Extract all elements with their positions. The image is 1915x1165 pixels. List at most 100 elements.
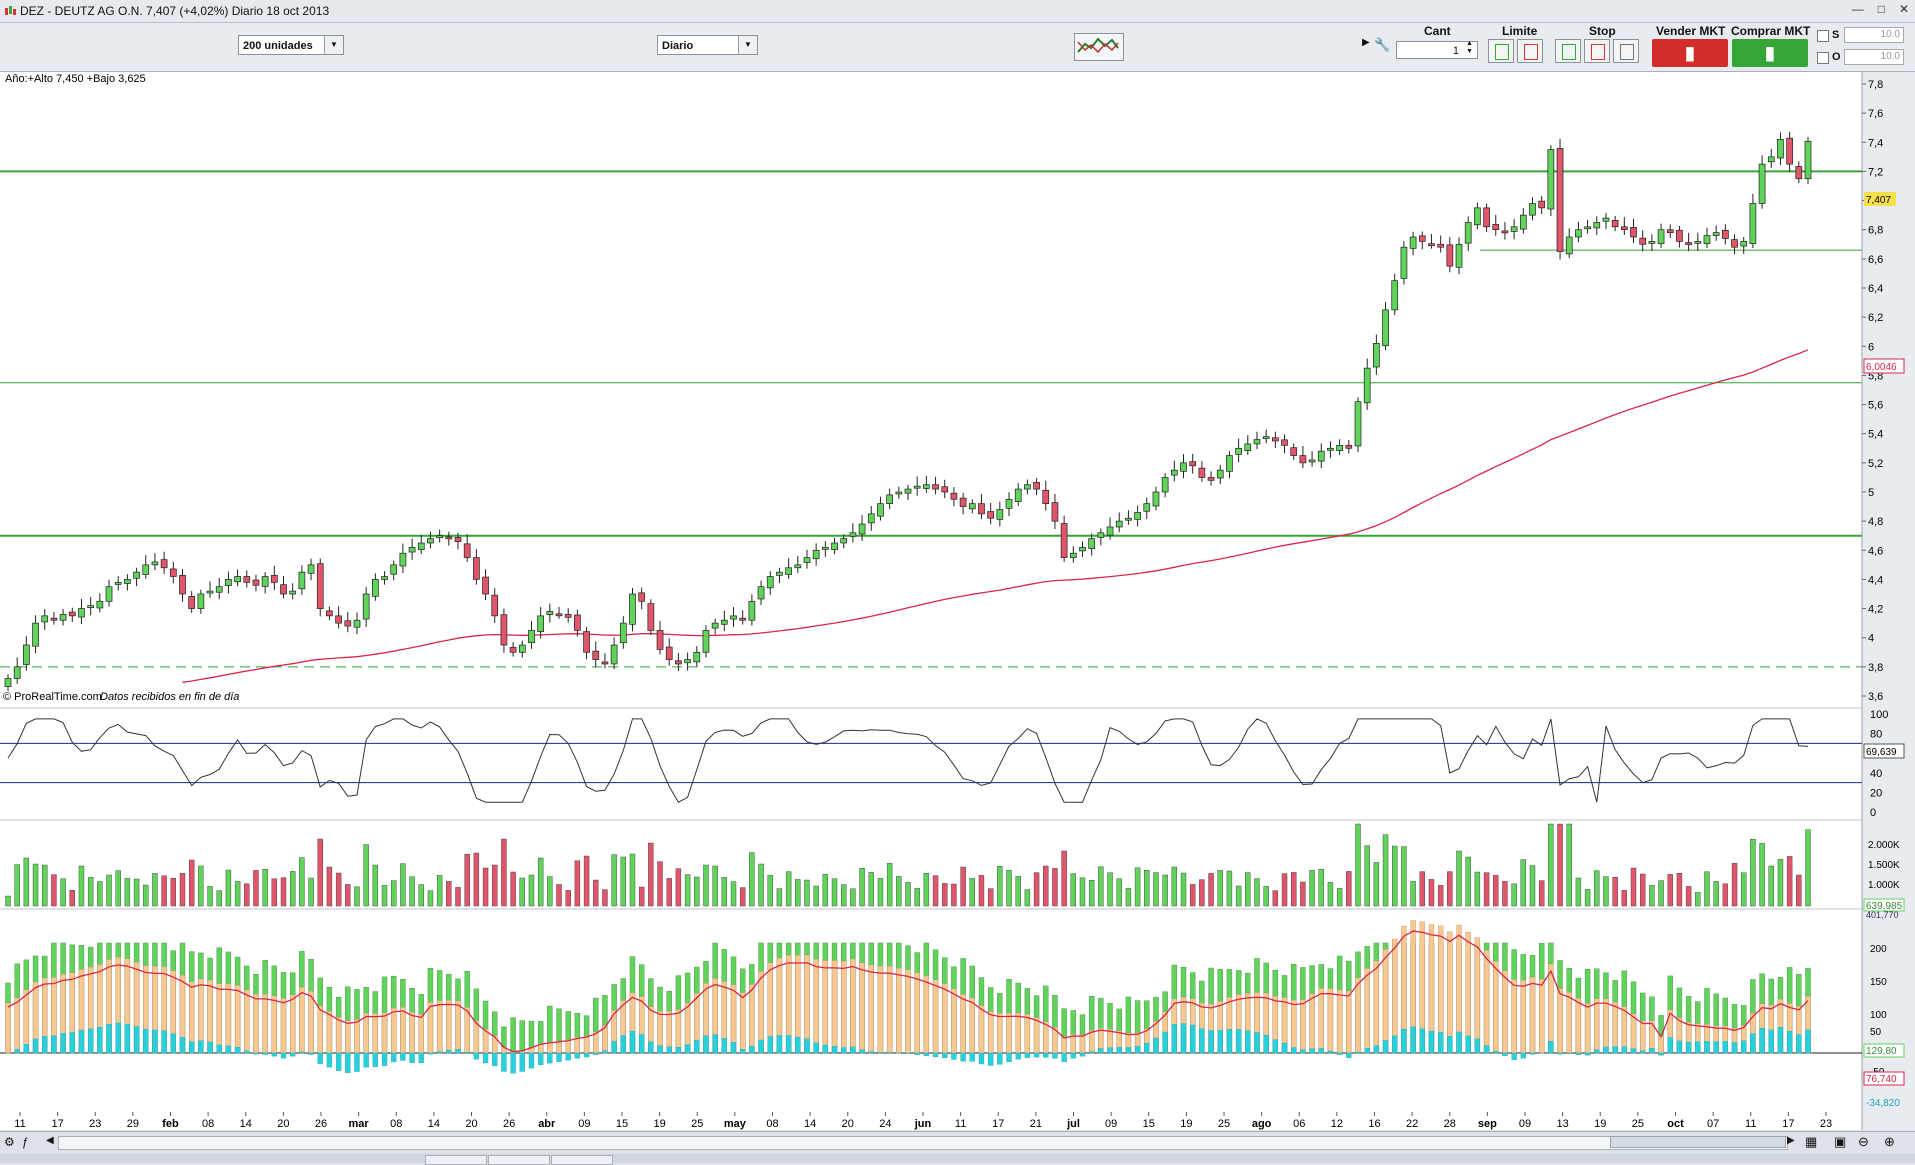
wrench-icon[interactable]: 🔧 [1374,37,1390,53]
rsi-tick-label: 100 [1870,709,1888,721]
osc-cyan-bar [1622,1047,1627,1053]
volume-bar [1723,884,1728,906]
zoom-fit-icon[interactable]: ▣ [1834,1134,1846,1150]
volume-bar [887,863,892,906]
osc-cyan-bar [1098,1048,1103,1053]
scroll-right-icon[interactable]: ▶ [1787,1135,1795,1146]
price-tick-label: 6,8 [1868,225,1883,237]
osc-cyan-bar [1365,1048,1370,1053]
horizontal-scrollbar[interactable] [58,1136,1788,1150]
osc-cyan-bar [547,1053,552,1063]
strategy-button[interactable] [1074,33,1124,61]
volume-bar [1530,866,1535,906]
taskbar-tab[interactable] [425,1155,487,1165]
volume-bar [373,865,378,906]
candle-body [106,587,112,602]
osc-cyan-bar [1466,1036,1471,1053]
period-select[interactable]: Diario ▼ [657,35,758,55]
candle-body [326,611,332,616]
candle-body [1750,203,1756,243]
restore-icon[interactable]: □ [1878,2,1885,16]
zoom-in-icon[interactable]: ⊕ [1884,1134,1895,1150]
date-tick-label: may [724,1118,747,1130]
volume-bar [1475,872,1480,906]
buy-market-button[interactable]: ▮ [1732,39,1808,67]
osc-bar-inner [1502,971,1507,1053]
quantity-stepper[interactable]: ▲▼ [1466,40,1473,56]
scrollbar-thumb[interactable] [1610,1136,1786,1148]
volume-bar [474,853,479,906]
date-tick-label: 26 [315,1118,327,1130]
date-tick-label: 09 [1105,1118,1117,1130]
date-tick-label: 21 [1030,1118,1042,1130]
indicators-icon[interactable]: ƒ [22,1135,29,1149]
s-checkbox[interactable] [1817,30,1829,42]
osc-cyan-bar [88,1029,93,1053]
osc-cyan-bar [1750,1034,1755,1053]
candle-body [1190,462,1196,466]
s-input[interactable]: 10.0 [1844,27,1904,43]
chevron-down-icon[interactable]: ▼ [324,36,343,54]
volume-bar [198,866,203,906]
chart-type-icon[interactable]: ▦ [1805,1134,1817,1150]
s-value: 10.0 [1881,29,1900,40]
expand-icon[interactable]: ▶ [1362,37,1370,48]
osc-bar-inner [1025,1014,1030,1053]
stop-buy-button[interactable] [1555,39,1581,63]
volume-bar [1172,867,1177,906]
zoom-out-icon[interactable]: ⊖ [1858,1134,1869,1150]
osc-cyan-bar [208,1042,213,1053]
volume-bar [685,875,690,906]
oscillator-panel[interactable] [0,910,1862,1130]
volume-bar [1640,874,1645,906]
osc-cyan-bar [942,1053,947,1058]
volume-panel[interactable] [0,821,1862,908]
candle-body [850,533,856,536]
osc-cyan-bar [676,1047,681,1053]
candle-body [666,647,672,660]
rsi-panel[interactable] [0,709,1862,819]
stop-sell-button[interactable] [1584,39,1610,63]
volume-bar [896,876,901,906]
chevron-down-icon[interactable]: ▼ [738,36,757,54]
volume-bar [648,843,653,906]
osc-bar-inner [253,994,258,1053]
candle-body [1493,224,1499,229]
volume-bar [1227,871,1232,906]
volume-bar [988,889,993,906]
volume-bar [1411,881,1416,906]
candle-body [1686,243,1692,245]
limit-sell-button[interactable] [1517,39,1543,63]
units-select[interactable]: 200 unidades ▼ [238,35,344,55]
taskbar-tab[interactable] [488,1155,550,1165]
volume-bar [6,896,11,906]
candle-body [189,596,195,608]
scroll-left-icon[interactable]: ◀ [46,1135,54,1146]
candle-body [896,492,902,494]
price-panel[interactable] [0,72,1862,707]
osc-cyan-bar [272,1053,277,1056]
minimize-icon[interactable]: — [1852,2,1864,16]
candle-body [1695,241,1701,243]
osc-cyan-bar [1025,1053,1030,1058]
sell-market-button[interactable]: ▮ [1652,39,1728,67]
o-input[interactable]: 10.0 [1844,49,1904,65]
o-checkbox[interactable] [1817,52,1829,64]
limit-buy-button[interactable] [1488,39,1514,63]
osc-cyan-bar [1411,1027,1416,1053]
volume-bar [1374,862,1379,906]
osc-cyan-bar [1806,1030,1811,1053]
candle-body [1777,139,1783,158]
stop-trailing-button[interactable] [1613,39,1639,63]
tools-icon[interactable]: ⚙ [4,1135,15,1149]
osc-bar-inner [419,1014,424,1053]
close-icon[interactable]: ✕ [1899,2,1909,16]
candle-body [1805,141,1811,178]
volume-bar [336,873,341,906]
price-tick-label: 3,8 [1868,662,1883,674]
taskbar-tab[interactable] [551,1155,613,1165]
candle-body [1631,227,1637,237]
candle-body [1208,477,1214,480]
